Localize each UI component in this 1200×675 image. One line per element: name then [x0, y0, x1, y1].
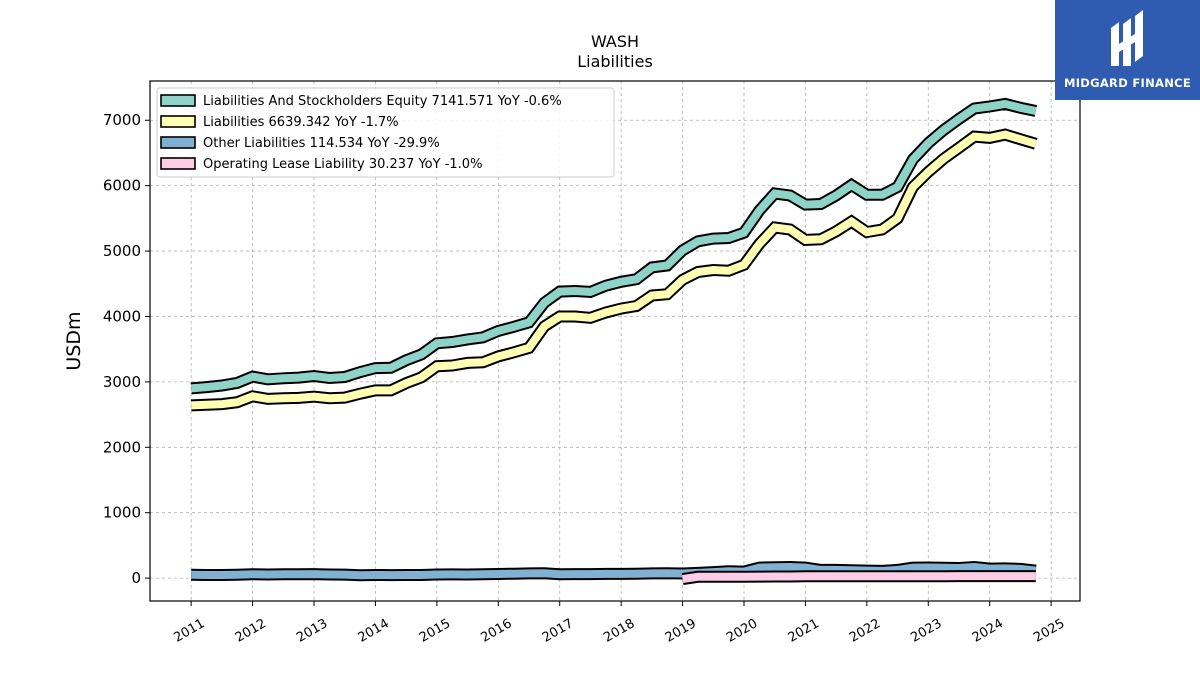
- series-line-1: [191, 130, 1037, 410]
- x-tick-label: 2020: [724, 616, 760, 646]
- legend-entry-label: Other Liabilities 114.534 YoY -29.9%: [203, 136, 440, 151]
- y-tick-label: 5000: [103, 242, 141, 260]
- plot-frame: [149, 80, 1081, 602]
- legend-swatch: [160, 136, 196, 149]
- legend-swatch: [160, 94, 196, 107]
- legend-entry-label: Operating Lease Liability 30.237 YoY -1.…: [203, 157, 482, 172]
- y-tick-label: 4000: [103, 307, 141, 325]
- x-tick-label: 2022: [847, 616, 883, 646]
- y-tick-label: 6000: [103, 177, 141, 195]
- x-axis: 2011 2012 2013 2014 2015 2016 2017 2018 2019 2020…: [171, 601, 1067, 646]
- legend: Liabilities And Stockholders Equity 7141…: [156, 87, 615, 178]
- y-tick-label: 0: [131, 569, 141, 587]
- series-line-2: [191, 562, 1037, 580]
- midgard-finance-logo: MIDGARD FINANCE: [1055, 0, 1200, 100]
- x-tick-label: 2023: [908, 616, 944, 646]
- x-tick-label: 2014: [356, 616, 392, 646]
- y-axis: 0 1000 2000 3000 4000 5000 6000 7000: [103, 111, 150, 587]
- series-layer: [190, 97, 1038, 586]
- y-tick-label: 7000: [103, 111, 141, 129]
- y-axis-label: USDm: [63, 311, 85, 370]
- x-tick-label: 2024: [970, 616, 1006, 646]
- x-tick-label: 2011: [171, 616, 207, 646]
- logo-mark-icon: [1110, 10, 1143, 66]
- chart-subtitle: Liabilities: [577, 52, 653, 71]
- x-tick-label: 2017: [540, 616, 576, 646]
- legend-entry-label: Liabilities 6639.342 YoY -1.7%: [203, 115, 399, 130]
- legend-swatch: [160, 157, 196, 170]
- x-tick-label: 2013: [294, 616, 330, 646]
- logo-text: MIDGARD FINANCE: [1063, 76, 1192, 90]
- legend-entry-label: Liabilities And Stockholders Equity 7141…: [203, 94, 562, 109]
- legend-box: [156, 87, 615, 178]
- x-tick-label: 2018: [601, 616, 637, 646]
- legend-swatch: [160, 115, 196, 128]
- y-tick-label: 3000: [103, 373, 141, 391]
- series-line-0: [190, 99, 1037, 393]
- x-tick-label: 2021: [786, 616, 822, 646]
- x-tick-label: 2016: [478, 616, 514, 646]
- x-tick-label: 2015: [417, 616, 453, 646]
- x-tick-label: 2025: [1031, 616, 1067, 646]
- chart-title: WASH: [591, 32, 639, 51]
- y-tick-label: 1000: [103, 504, 141, 522]
- x-tick-label: 2012: [233, 616, 269, 646]
- series-line-3: [682, 572, 1036, 584]
- x-tick-label: 2019: [663, 616, 699, 646]
- y-tick-label: 2000: [103, 438, 141, 456]
